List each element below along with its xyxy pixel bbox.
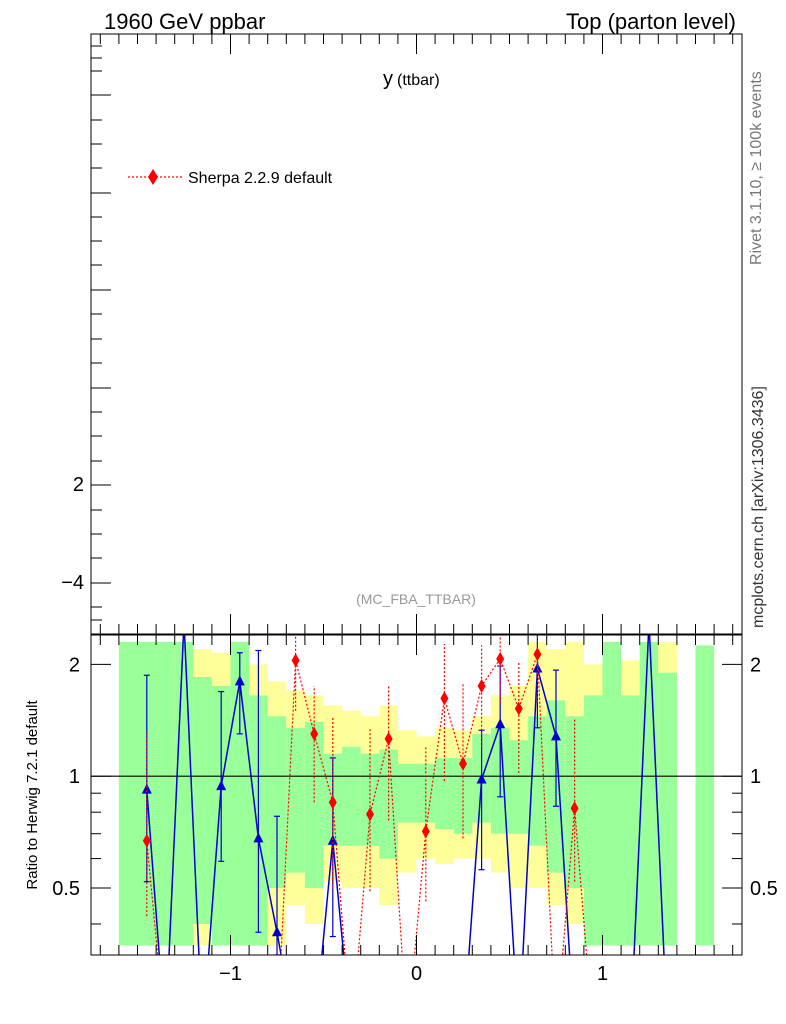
ratio-ytick-label-left: 1 xyxy=(69,766,80,788)
ratio-ytick-label-right: 1 xyxy=(750,766,761,788)
ratio-panel: 0.5 0.5 1 1 2 2 −1 0 1 Ratio to Herwig 7.2.1 de… xyxy=(24,634,778,985)
ratio-xtick-label: 0 xyxy=(411,963,422,985)
source-label: mcplots.cern.ch [arXiv:1306.3436] xyxy=(750,386,767,628)
herwig-triangle-marker xyxy=(216,780,227,791)
analysis-label: (MC_FBA_TTBAR) xyxy=(356,591,476,607)
sherpa-diamond-marker xyxy=(496,651,505,666)
main-ytick-labels: 2 −4 xyxy=(61,474,84,594)
ratio-band-inner xyxy=(397,763,417,823)
main-panel-frame xyxy=(90,33,743,635)
legend-diamond-marker xyxy=(148,169,158,185)
sherpa-diamond-marker xyxy=(477,678,486,693)
ratio-series xyxy=(141,635,665,955)
main-ytick-label: −4 xyxy=(61,572,84,594)
sherpa-diamond-marker xyxy=(533,647,542,662)
series-sherpa xyxy=(142,635,588,955)
herwig-triangle-marker xyxy=(234,675,245,686)
ratio-xtick-label: −1 xyxy=(219,963,242,985)
ratio-axis-ticks xyxy=(91,635,742,955)
herwig-triangle-marker xyxy=(253,832,264,843)
ratio-band-inner xyxy=(174,641,194,946)
herwig-triangle-marker xyxy=(476,773,487,784)
ratio-xtick-labels: −1 0 1 xyxy=(219,963,608,985)
sherpa-diamond-marker xyxy=(142,833,151,848)
ratio-band-inner xyxy=(583,695,603,946)
ratio-band-inner xyxy=(156,641,175,946)
ratio-band-inner xyxy=(286,727,305,873)
header-right-title: Top (parton level) xyxy=(566,9,736,34)
ratio-ytick-label-left: 2 xyxy=(69,654,80,676)
herwig-triangle-marker xyxy=(551,730,561,741)
main-title-suffix: (ttbar) xyxy=(397,72,440,89)
ratio-band-inner xyxy=(658,672,677,946)
sherpa-diamond-marker xyxy=(570,801,579,816)
ratio-ytick-label-right: 0.5 xyxy=(750,878,778,900)
ratio-band-inner xyxy=(360,753,380,846)
sherpa-diamond-marker xyxy=(421,824,430,839)
ratio-band-inner xyxy=(193,676,212,924)
herwig-series-line xyxy=(146,635,665,955)
ratio-band-inner xyxy=(621,695,640,946)
ratio-band-inner xyxy=(639,641,659,946)
sherpa-diamond-marker xyxy=(366,807,374,822)
ratio-band-inner xyxy=(509,740,529,834)
sherpa-diamond-marker xyxy=(310,726,319,741)
ratio-ytick-labels: 0.5 0.5 1 1 2 2 xyxy=(52,654,778,900)
main-panel: 2 −4 y (ttbar) (MC_FBA_TTBAR) Sherpa 2.2.9… xyxy=(61,33,743,635)
sherpa-diamond-marker xyxy=(514,701,523,716)
ratio-band-inner xyxy=(695,645,715,946)
ratio-band-inner xyxy=(453,757,473,834)
ratio-ytick-label-left: 0.5 xyxy=(52,878,80,900)
ratio-band-inner xyxy=(528,716,547,846)
ratio-band-inner xyxy=(304,721,324,888)
main-ytick-label: 2 xyxy=(73,474,84,496)
main-title: y (ttbar) xyxy=(383,68,440,90)
sherpa-diamond-marker xyxy=(459,756,467,771)
herwig-triangle-marker xyxy=(272,926,282,937)
ratio-band-inner xyxy=(267,716,287,888)
sherpa-diamond-marker xyxy=(291,653,300,668)
legend: Sherpa 2.2.9 default xyxy=(128,169,333,187)
header-left-title: 1960 GeV ppbar xyxy=(104,9,265,34)
herwig-triangle-marker xyxy=(141,783,152,794)
ratio-band-inner xyxy=(342,746,361,846)
ratio-ylabel: Ratio to Herwig 7.2.1 default xyxy=(24,700,41,890)
ratio-xtick-label: 1 xyxy=(597,963,608,985)
ratio-ytick-label-right: 2 xyxy=(750,654,761,676)
sherpa-diamond-marker xyxy=(384,731,393,746)
legend-label: Sherpa 2.2.9 default xyxy=(188,170,333,187)
rivet-label: Rivet 3.1.10, ≥ 100k events xyxy=(748,71,765,265)
herwig-triangle-marker xyxy=(532,662,543,673)
main-title-var: y xyxy=(383,68,393,90)
ratio-bands xyxy=(118,641,715,946)
sherpa-diamond-marker xyxy=(440,691,449,706)
sherpa-diamond-marker xyxy=(328,795,337,810)
ratio-band-inner xyxy=(118,641,138,946)
herwig-triangle-marker xyxy=(495,718,506,729)
ratio-band-inner xyxy=(602,641,622,946)
main-axis-ticks xyxy=(91,34,734,634)
